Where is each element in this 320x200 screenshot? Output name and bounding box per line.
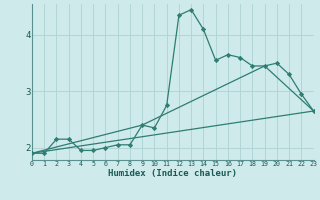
X-axis label: Humidex (Indice chaleur): Humidex (Indice chaleur): [108, 169, 237, 178]
